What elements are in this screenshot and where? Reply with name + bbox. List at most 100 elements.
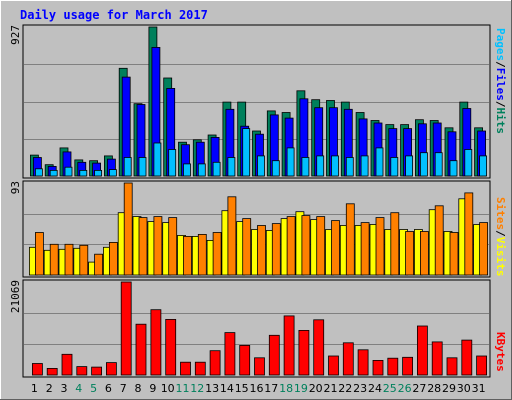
kbytes-bar-day-1 — [32, 363, 43, 376]
kbytes-bar-day-3 — [61, 353, 73, 376]
sites-bar-day-25 — [390, 212, 400, 276]
day-label-9: 9 — [149, 382, 156, 395]
day-label-24: 24 — [368, 382, 382, 395]
day-label-10: 10 — [161, 382, 175, 395]
kbytes-bar-day-11 — [180, 361, 191, 376]
pages-bar-day-23 — [360, 155, 369, 177]
day-label-17: 17 — [264, 382, 278, 395]
kbytes-bar-day-10 — [165, 318, 177, 376]
sites-bar-day-4 — [79, 244, 89, 276]
pages-bar-day-18 — [286, 147, 295, 177]
day-label-29: 29 — [442, 382, 456, 395]
day-label-22: 22 — [338, 382, 352, 395]
kbytes-gridlines — [24, 313, 489, 345]
day-label-12: 12 — [190, 382, 204, 395]
day-label-20: 20 — [309, 382, 323, 395]
day-label-25: 25 — [383, 382, 397, 395]
pages-bar-day-10 — [168, 149, 177, 177]
sites-bar-day-2 — [49, 243, 59, 276]
kbytes-bar-day-30 — [461, 339, 473, 376]
day-axis-labels: 1 2 3 4 5 6 7 8 9 10 11 12 13 14 15 16 17 18 19 20 21 22 23 24 2… — [31, 382, 486, 395]
sites-bar-day-23 — [360, 222, 370, 276]
pages-bar-day-25 — [390, 157, 399, 177]
kbytes-bar-day-24 — [372, 359, 384, 376]
kbytes-bar-day-29 — [446, 357, 458, 376]
sites-bar-day-1 — [35, 232, 44, 276]
pages-bar-day-2 — [49, 169, 58, 177]
pages-bar-day-9 — [153, 142, 162, 177]
day-label-8: 8 — [135, 382, 142, 395]
kbytes-bar-day-4 — [76, 366, 88, 376]
day-label-31: 31 — [472, 382, 486, 395]
kbytes-bar-day-13 — [209, 350, 221, 376]
kbytes-bar-day-2 — [46, 367, 58, 376]
day-label-6: 6 — [105, 382, 112, 395]
sites-bar-day-20 — [316, 216, 326, 276]
pages-bar-day-19 — [301, 157, 310, 177]
pages-bar-day-1 — [35, 168, 43, 177]
kbytes-bar-day-31 — [476, 355, 488, 376]
sites-bar-day-9 — [153, 216, 163, 276]
pages-bar-day-3 — [64, 166, 73, 177]
day-label-11: 11 — [176, 382, 190, 395]
sites-bar-day-13 — [212, 232, 222, 276]
sites-visits-y-max-label: 93 — [9, 181, 22, 194]
kbytes-bar-day-16 — [254, 357, 265, 376]
sites-bar-day-24 — [375, 217, 385, 276]
sites-bar-day-29 — [449, 232, 459, 276]
kbytes-bar-day-25 — [387, 357, 399, 376]
pages-bar-day-21 — [331, 155, 339, 177]
pages-bar-day-7 — [123, 157, 132, 177]
kbytes-bar-day-20 — [313, 319, 325, 376]
sites-bar-day-5 — [94, 253, 103, 276]
sites-bar-day-6 — [109, 241, 118, 276]
kbytes-bar-day-18 — [283, 315, 295, 376]
kbytes-bar-day-23 — [357, 349, 369, 376]
day-label-16: 16 — [250, 382, 264, 395]
sites-visits-bars — [28, 182, 489, 276]
pages-bar-day-26 — [405, 155, 414, 177]
pages-bar-day-31 — [479, 155, 488, 177]
pages-bar-day-29 — [449, 160, 458, 177]
kbytes-bar-day-8 — [135, 323, 147, 376]
day-label-1: 1 — [31, 382, 38, 395]
sites-bar-day-8 — [138, 217, 148, 276]
kbytes-bar-day-14 — [224, 332, 236, 376]
pages-bar-day-28 — [434, 152, 443, 177]
sites-bar-day-7 — [123, 182, 133, 276]
kbytes-legend: KBytes — [494, 332, 507, 372]
day-label-4: 4 — [75, 382, 82, 395]
sites-bar-day-30 — [464, 192, 474, 276]
kbytes-bar-day-19 — [298, 329, 310, 376]
kbytes-bar-day-15 — [239, 344, 251, 376]
sites-bar-day-18 — [286, 216, 296, 276]
pages-bar-day-24 — [375, 147, 384, 177]
chart-title: Daily usage for March 2017 — [20, 8, 208, 22]
day-label-2: 2 — [46, 382, 53, 395]
hits-files-pages-panel: 927 Pages/Files/Hits — [9, 24, 507, 179]
day-label-27: 27 — [412, 382, 426, 395]
hits-files-pages-bars — [29, 26, 488, 177]
pages-bar-day-13 — [212, 161, 221, 177]
kbytes-bar-day-12 — [194, 361, 206, 376]
pages-bar-day-17 — [271, 160, 280, 177]
sites-bar-day-26 — [405, 231, 415, 276]
pages-bar-day-27 — [419, 152, 428, 177]
day-label-23: 23 — [353, 382, 367, 395]
sites-visits-panel: 93 Sites/Visits — [9, 180, 507, 278]
kbytes-panel: 21069 KBytes — [9, 279, 507, 378]
day-label-26: 26 — [398, 382, 412, 395]
pages-bar-day-6 — [109, 169, 117, 177]
pages-bar-day-30 — [464, 149, 473, 177]
kbytes-bars — [32, 281, 488, 376]
pages-bar-day-20 — [316, 155, 325, 177]
day-label-5: 5 — [90, 382, 97, 395]
sites-bar-day-19 — [301, 215, 311, 276]
kbytes-bar-day-28 — [431, 341, 443, 376]
hits-files-pages-y-max-label: 927 — [9, 25, 22, 45]
sites-bar-day-16 — [257, 225, 266, 276]
sites-bar-day-10 — [168, 217, 178, 276]
day-label-28: 28 — [427, 382, 441, 395]
